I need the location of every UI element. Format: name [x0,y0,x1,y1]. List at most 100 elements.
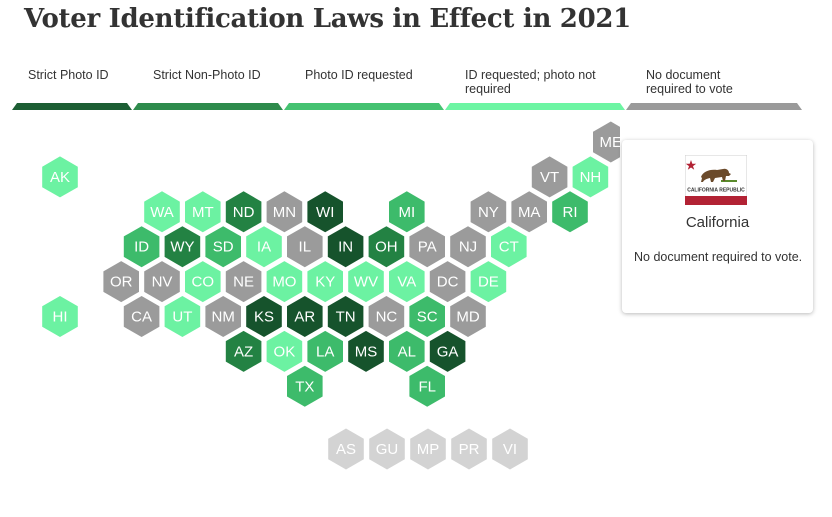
state-tile-as[interactable]: AS [328,428,364,470]
legend-item-photo-id-requested[interactable]: Photo ID requested [284,68,444,110]
state-abbr-label: MT [192,204,214,221]
state-tile-md[interactable]: MD [450,296,486,337]
state-tile-ks[interactable]: KS [246,296,282,337]
state-hexagon [164,226,201,268]
state-hexagon [409,365,445,407]
state-tile-va[interactable]: VA [389,261,425,303]
legend-item-strict-non-photo-id[interactable]: Strict Non-Photo ID [133,68,283,110]
state-abbr-label: UT [172,309,192,326]
state-hexagon [492,428,528,470]
state-hexagon [429,330,466,372]
state-hexagon [144,261,180,303]
state-tile-me[interactable]: ME [593,121,620,163]
state-hexagon [225,261,262,303]
state-tile-nj[interactable]: NJ [450,226,486,268]
state-abbr-label: TX [295,378,314,395]
state-hexagon [451,428,487,470]
state-tile-pr[interactable]: PR [451,428,487,470]
state-tile-sc[interactable]: SC [409,296,445,337]
state-tile-la[interactable]: LA [307,330,343,372]
state-tile-ak[interactable]: AK [42,156,78,198]
state-tile-ms[interactable]: MS [348,330,384,372]
state-tile-mn[interactable]: MN [266,191,303,233]
state-tile-vt[interactable]: VT [531,156,568,198]
state-tile-wv[interactable]: WV [348,261,384,303]
state-tile-ct[interactable]: CT [491,226,527,268]
state-hexagon [327,226,364,268]
state-tile-ga[interactable]: GA [429,330,466,372]
selected-state-description: No document required to vote. [634,250,803,264]
state-tile-dc[interactable]: DC [429,261,466,303]
state-tile-gu[interactable]: GU [369,428,405,470]
state-hexagon [511,191,547,233]
state-hexagon [368,296,405,337]
legend-label: Photo ID requested [305,68,413,82]
state-hexagon [225,330,262,372]
state-abbr-label: OH [375,239,398,256]
state-abbr-label: NE [233,274,254,291]
state-tile-co[interactable]: CO [185,261,221,303]
state-hexagon [246,226,282,268]
legend-swatch [12,103,132,110]
state-tile-mi[interactable]: MI [389,191,425,233]
state-hexagon [246,296,282,337]
state-tile-ar[interactable]: AR [287,296,323,337]
state-tile-oh[interactable]: OH [368,226,405,268]
state-hexagon [144,191,180,233]
legend-item-id-requested-photo-not-required[interactable]: ID requested; photo not required [445,68,625,110]
state-tile-wa[interactable]: WA [144,191,180,233]
state-abbr-label: WV [354,274,378,291]
state-tile-ia[interactable]: IA [246,226,282,268]
state-tile-fl[interactable]: FL [409,365,445,407]
state-tile-pa[interactable]: PA [409,226,445,268]
state-tile-mt[interactable]: MT [185,191,221,233]
state-tile-ca[interactable]: CA [123,296,160,337]
state-tile-tx[interactable]: TX [287,365,323,407]
state-tile-sd[interactable]: SD [205,226,241,268]
state-tile-vi[interactable]: VI [492,428,528,470]
legend-item-no-document-required[interactable]: No document required to vote [626,68,802,110]
state-abbr-label: PR [459,441,480,458]
state-tile-in[interactable]: IN [327,226,364,268]
state-abbr-label: NH [580,169,602,186]
state-abbr-label: MO [272,274,296,291]
state-abbr-label: NY [478,204,499,221]
state-hexagon [389,261,425,303]
legend-label: Strict Photo ID [28,68,109,82]
state-tile-nh[interactable]: NH [572,156,609,198]
state-tile-ky[interactable]: KY [307,261,343,303]
state-tile-ne[interactable]: NE [225,261,262,303]
state-hexagon [348,261,384,303]
state-tile-mo[interactable]: MO [266,261,303,303]
state-tile-id[interactable]: ID [123,226,160,268]
state-tile-wy[interactable]: WY [164,226,201,268]
state-abbr-label: GU [376,441,399,458]
state-tile-ok[interactable]: OK [266,330,303,372]
state-hexagon [470,261,507,303]
state-abbr-label: KS [254,309,274,326]
state-tile-hi[interactable]: HI [42,296,78,337]
state-tile-il[interactable]: IL [287,226,323,268]
state-hexagon [470,191,507,233]
legend-item-strict-photo-id[interactable]: Strict Photo ID [12,68,132,110]
state-tile-nv[interactable]: NV [144,261,180,303]
state-tile-de[interactable]: DE [470,261,507,303]
state-hexagon [450,226,486,268]
state-tile-or[interactable]: OR [103,261,139,303]
state-tile-wi[interactable]: WI [307,191,343,233]
state-tile-ma[interactable]: MA [511,191,547,233]
state-tile-nm[interactable]: NM [205,296,241,337]
state-abbr-label: AZ [234,343,253,360]
state-abbr-label: NV [152,274,173,291]
state-tile-al[interactable]: AL [389,330,425,372]
state-tile-tn[interactable]: TN [327,296,364,337]
state-tile-nd[interactable]: ND [225,191,262,233]
state-tile-ut[interactable]: UT [164,296,201,337]
state-tile-nc[interactable]: NC [368,296,405,337]
state-tile-ny[interactable]: NY [470,191,507,233]
state-hexagon [410,428,446,470]
state-tile-mp[interactable]: MP [410,428,446,470]
state-abbr-label: CT [499,239,519,256]
state-tile-ri[interactable]: RI [552,191,588,233]
state-tile-az[interactable]: AZ [225,330,262,372]
